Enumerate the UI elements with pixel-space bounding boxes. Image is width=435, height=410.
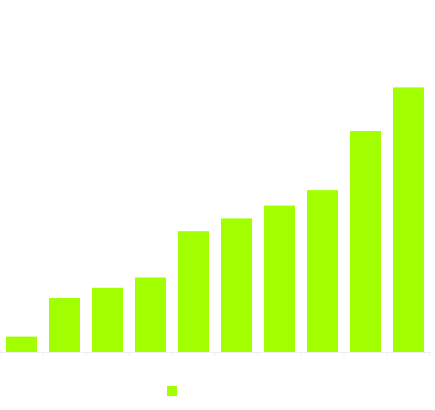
bar-10 (393, 87, 424, 353)
bars-layer (6, 87, 424, 353)
bar-2 (49, 298, 80, 352)
bar-4 (135, 277, 166, 352)
bar-7 (264, 205, 295, 352)
bar-8 (307, 190, 338, 352)
bar-1 (6, 336, 37, 352)
legend-swatch[interactable] (167, 386, 177, 396)
bar-5 (178, 231, 209, 352)
legend (167, 386, 177, 396)
x-axis (0, 352, 431, 356)
bar-6 (221, 218, 252, 352)
bar-3 (92, 287, 123, 352)
bar-9 (350, 131, 381, 352)
